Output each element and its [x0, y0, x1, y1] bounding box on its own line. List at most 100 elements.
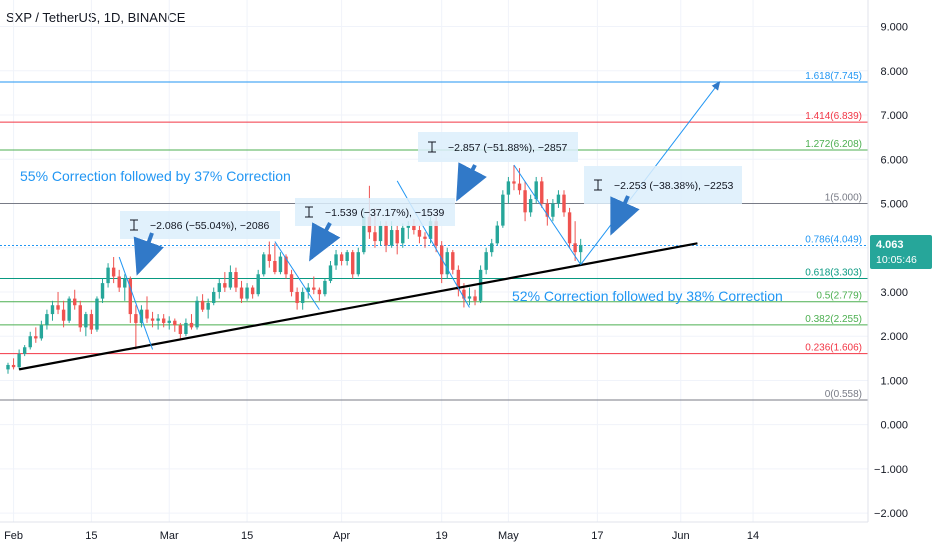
- candle-body: [145, 309, 149, 319]
- candle-body: [139, 309, 144, 323]
- candle-body: [206, 303, 210, 310]
- candle-body: [50, 305, 55, 315]
- price-axis[interactable]: 9.0008.0007.0006.0005.0004.0003.0002.000…: [867, 0, 932, 550]
- candle-body: [234, 272, 238, 288]
- callout-arrow: [456, 162, 487, 202]
- candle-body: [306, 287, 310, 292]
- price-tick-label: 6.000: [880, 154, 908, 166]
- candle-body: [195, 300, 199, 328]
- candle-body: [295, 291, 299, 304]
- candle-body: [501, 194, 505, 226]
- fib-level-label: 0.236(1.606): [805, 343, 862, 354]
- price-tick-label: 8.000: [880, 66, 908, 78]
- candle-body: [351, 252, 355, 275]
- candle-body: [6, 364, 10, 370]
- candle-body: [117, 276, 121, 288]
- candle-body: [78, 305, 82, 328]
- measure-label: −1.539 (−37.17%), −1539: [325, 207, 445, 219]
- candle-body: [512, 181, 516, 184]
- candle-body: [528, 199, 533, 213]
- candle-body: [106, 267, 110, 284]
- candle-body: [228, 272, 233, 288]
- candle-body: [478, 269, 483, 301]
- candle-body: [317, 289, 322, 295]
- measure-box: [418, 132, 578, 162]
- candle-body: [22, 347, 27, 354]
- candle-body: [17, 353, 21, 368]
- candle-body: [451, 252, 455, 270]
- candle-body: [334, 254, 338, 266]
- candle-body: [567, 212, 572, 244]
- candle-body: [545, 203, 550, 217]
- candle-body: [184, 322, 188, 334]
- measure-box: [120, 211, 280, 239]
- time-tick-label: 14: [747, 530, 759, 542]
- candle-body: [67, 298, 71, 321]
- candle-body: [312, 287, 316, 290]
- pair-title: SXP / TetherUS, 1D, BINANCE: [6, 10, 186, 25]
- candle-body: [484, 252, 488, 270]
- time-tick-label: 15: [85, 530, 97, 542]
- candle-body: [267, 254, 272, 261]
- candle-body: [212, 291, 216, 304]
- candle-body: [534, 181, 538, 200]
- candle-body: [423, 236, 427, 239]
- candle-body: [578, 244, 583, 253]
- time-axis-background: [0, 522, 932, 550]
- candle-body: [428, 221, 433, 239]
- candle-body: [239, 287, 244, 299]
- candle-body: [278, 256, 283, 273]
- measure-label: −2.253 (−38.38%), −2253: [614, 180, 734, 192]
- candle-body: [56, 305, 60, 310]
- candle-body: [223, 283, 227, 288]
- fib-level-label: 0.382(2.255): [805, 314, 862, 325]
- grid: [0, 0, 868, 522]
- candle-body: [128, 278, 133, 315]
- candle-body: [562, 194, 566, 213]
- price-tick-label: 1.000: [880, 375, 908, 387]
- price-tick-label: 2.000: [880, 331, 908, 343]
- candle-body: [456, 269, 461, 290]
- bar-countdown: 10:05:46: [876, 254, 917, 266]
- price-axis-background: [868, 0, 932, 550]
- time-axis[interactable]: Feb 15 Mar 15 Apr 19 May 17 Jun 14: [0, 521, 932, 550]
- candle-body: [200, 300, 205, 310]
- callout-arrow: [309, 222, 341, 262]
- measure-label: −2.086 (−55.04%), −2086: [150, 220, 270, 232]
- candle-body: [262, 254, 266, 275]
- fib-level-label: 1.272(6.208): [805, 139, 862, 150]
- candle-body: [284, 256, 288, 275]
- candle-body: [34, 336, 38, 339]
- measure-label: −2.857 (−51.88%), −2857: [448, 142, 568, 154]
- support-trendline: [18, 242, 698, 371]
- price-tick-label: −1.000: [874, 464, 908, 476]
- correction-annotation: 52% Correction followed by 38% Correctio…: [512, 288, 783, 304]
- candle-body: [173, 320, 177, 326]
- candle-body: [178, 325, 183, 334]
- candle-body: [523, 190, 527, 213]
- candle-body: [123, 278, 127, 288]
- candle-body: [556, 194, 561, 204]
- fib-level-label: 1.414(6.839): [805, 111, 862, 122]
- candle-body: [417, 230, 422, 237]
- candle-body: [439, 245, 444, 275]
- candle-body: [84, 314, 88, 328]
- candle-body: [412, 225, 416, 231]
- price-tick-label: 9.000: [880, 22, 908, 34]
- price-tick-label: 7.000: [880, 110, 908, 122]
- candle-body: [378, 225, 383, 242]
- candle-body: [462, 289, 466, 299]
- fib-level-label: 1.618(7.745): [805, 71, 862, 82]
- candle-body: [384, 225, 388, 246]
- fib-level-label: 1(5.000): [825, 192, 862, 203]
- candle-body: [161, 318, 166, 323]
- candle-body: [45, 314, 49, 326]
- candle-body: [250, 287, 255, 295]
- candle-body: [95, 298, 99, 330]
- candle-body: [89, 314, 94, 330]
- fib-level-label: 0.786(4.049): [805, 235, 862, 246]
- current-price-tag: [870, 234, 932, 269]
- measure-line: [118, 256, 154, 350]
- candle-body: [356, 252, 360, 275]
